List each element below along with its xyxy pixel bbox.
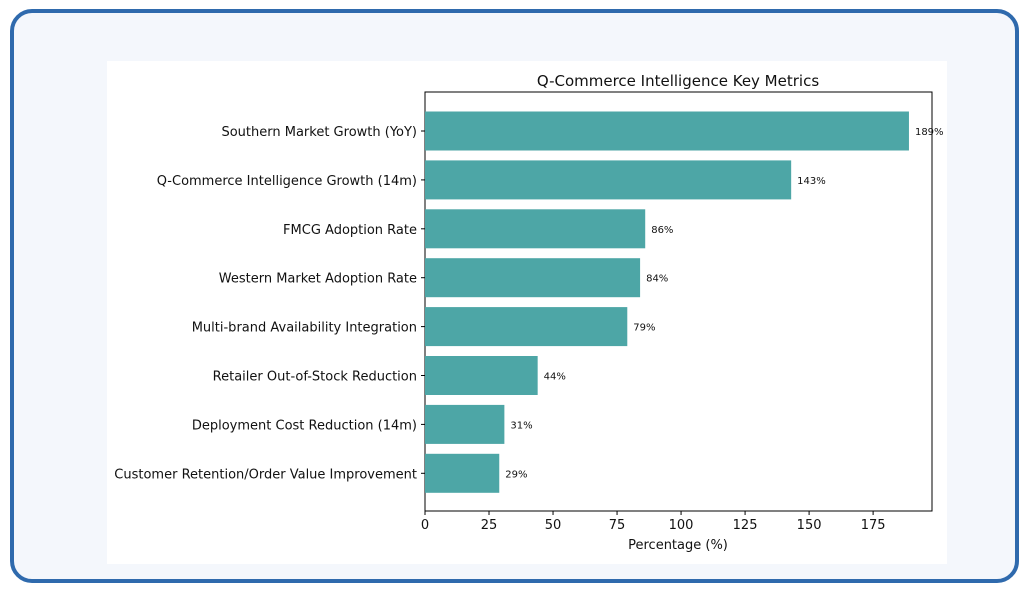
bar xyxy=(425,307,628,347)
x-tick-label: 100 xyxy=(669,518,694,533)
chart-frame: Q-Commerce Intelligence Key Metrics Sout… xyxy=(10,9,1019,583)
x-tick-label: 25 xyxy=(481,518,498,533)
value-label: 189% xyxy=(915,127,944,138)
x-tick-label: 175 xyxy=(861,518,886,533)
bar xyxy=(425,111,909,151)
y-tick-label: Multi-brand Availability Integration xyxy=(192,321,417,336)
value-labels: 189% 143% 86% 84% 79% 44% 31% 29% xyxy=(505,127,943,480)
chart-card: Q-Commerce Intelligence Key Metrics Sout… xyxy=(107,61,947,564)
y-tick-label: FMCG Adoption Rate xyxy=(283,223,417,238)
bar xyxy=(425,453,500,493)
y-tick-label: Southern Market Growth (YoY) xyxy=(221,125,417,140)
y-tick-label: Customer Retention/Order Value Improveme… xyxy=(114,467,417,482)
y-tick-label: Q-Commerce Intelligence Growth (14m) xyxy=(157,174,417,189)
x-tick-label: 125 xyxy=(733,518,758,533)
bar-chart: Q-Commerce Intelligence Key Metrics Sout… xyxy=(114,72,943,553)
chart-title: Q-Commerce Intelligence Key Metrics xyxy=(537,72,819,90)
x-tick-label: 50 xyxy=(545,518,562,533)
bar xyxy=(425,160,792,200)
value-label: 31% xyxy=(510,420,532,431)
x-tick-label: 150 xyxy=(797,518,822,533)
bar xyxy=(425,404,505,444)
value-label: 44% xyxy=(544,372,566,383)
y-tick-labels: Southern Market Growth (YoY) Q-Commerce I… xyxy=(114,125,425,482)
x-tick-label: 75 xyxy=(609,518,626,533)
bars-group xyxy=(425,111,909,493)
x-tick-label: 0 xyxy=(421,518,429,533)
value-label: 79% xyxy=(633,323,655,334)
y-tick-label: Western Market Adoption Rate xyxy=(219,272,417,287)
value-label: 84% xyxy=(646,274,668,285)
y-tick-label: Retailer Out-of-Stock Reduction xyxy=(213,370,417,385)
plot-area xyxy=(424,91,933,512)
x-ticks: 0 25 50 75 100 125 150 175 xyxy=(421,511,886,533)
bar xyxy=(425,258,641,298)
bar xyxy=(425,356,538,395)
value-label: 86% xyxy=(651,225,673,236)
bar xyxy=(425,209,646,249)
y-tick-label: Deployment Cost Reduction (14m) xyxy=(192,418,417,433)
value-label: 29% xyxy=(505,469,527,480)
value-label: 143% xyxy=(797,176,826,187)
x-axis-label: Percentage (%) xyxy=(628,538,728,553)
